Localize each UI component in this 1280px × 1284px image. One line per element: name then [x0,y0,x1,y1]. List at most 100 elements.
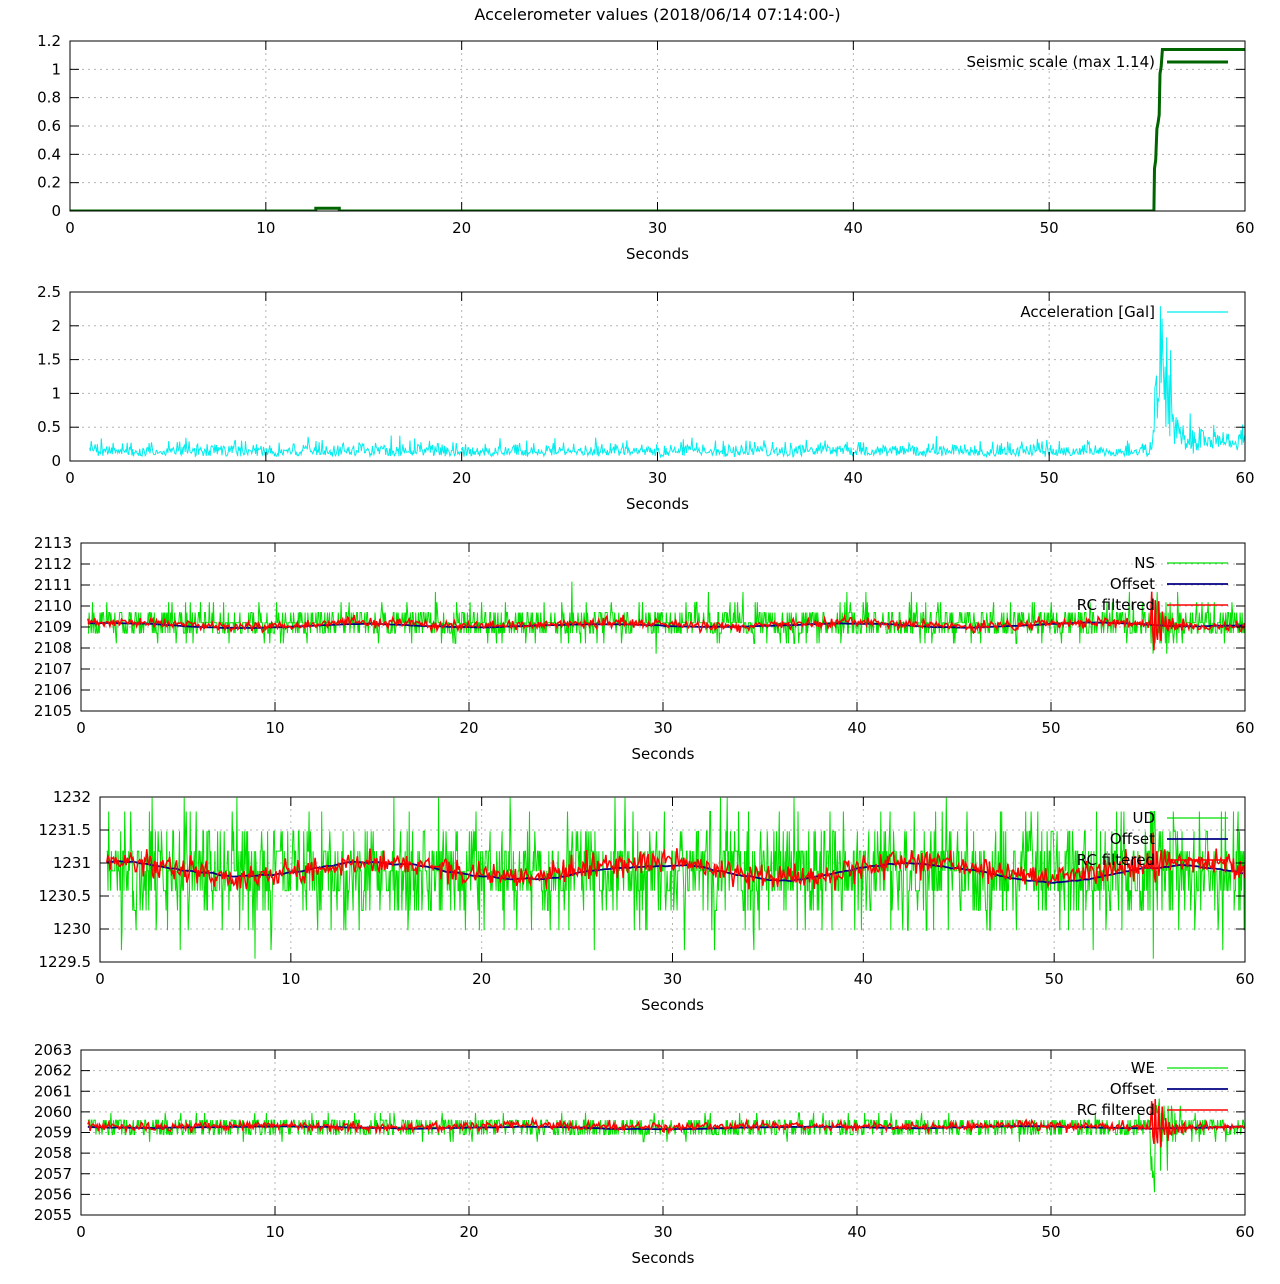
gridlines [70,292,1245,461]
y-tick-label: 2055 [34,1206,72,1224]
y-tick-label: 0.4 [37,145,61,163]
x-tick-label: 0 [76,719,86,737]
y-tick-label: 2106 [34,681,72,699]
x-axis-label: Seconds [626,495,689,513]
series-acceleration-0 [89,306,1245,459]
y-tick-label: 2.5 [37,283,61,301]
x-tick-label: 20 [459,719,478,737]
chart-ud: 0 10 20 30 40 50 60 1229.5 1230 1230.5 1231 1231.5 1… [39,788,1255,1014]
y-tick-label: 1229.5 [39,953,92,971]
y-tick-label: 2056 [34,1185,72,1203]
gridlines [81,543,1245,711]
series-group [105,797,1245,959]
x-tick-label: 10 [265,1223,284,1241]
y-tick-label: 2109 [34,618,72,636]
x-tick-label: 30 [653,1223,672,1241]
x-tick-label: 30 [653,719,672,737]
x-tick-label: 30 [648,469,667,487]
x-tick-label: 0 [76,1223,86,1241]
ticks: 0 10 20 30 40 50 60 1229.5 1230 1230.5 1231 1231.5 1… [39,788,1255,988]
y-tick-label: 2107 [34,660,72,678]
y-tick-label: 2105 [34,702,72,720]
x-tick-label: 60 [1235,719,1254,737]
y-tick-label: 2110 [34,597,72,615]
x-tick-label: 0 [95,970,105,988]
legend-label: Offset [1110,1080,1155,1098]
x-tick-label: 40 [844,219,863,237]
x-tick-label: 50 [1041,1223,1060,1241]
x-tick-label: 30 [648,219,667,237]
y-tick-label: 1.5 [37,351,61,369]
x-tick-label: 50 [1040,219,1059,237]
y-tick-label: 1230 [53,920,91,938]
y-tick-label: 2062 [34,1062,72,1080]
x-tick-label: 60 [1235,469,1254,487]
legend-label: NS [1134,554,1155,572]
y-tick-label: 1231.5 [39,821,92,839]
x-axis-label: Seconds [626,245,689,263]
legend-label: WE [1131,1059,1155,1077]
series-ud-2 [105,832,1245,891]
legend-label: Seismic scale (max 1.14) [967,53,1156,71]
y-tick-label: 1 [51,384,61,402]
x-tick-label: 0 [65,469,75,487]
series-group [87,1098,1245,1193]
y-tick-label: 1231 [53,854,91,872]
series-ns-0 [87,581,1245,654]
legend-seismic-scale: Seismic scale (max 1.14) [967,53,1228,71]
y-tick-label: 2060 [34,1103,72,1121]
y-tick-label: 2112 [34,555,72,573]
x-tick-label: 20 [472,970,491,988]
series-seismic-scale-0 [70,48,1245,211]
ticks: 0 10 20 30 40 50 60 0 0.5 1 1.5 2 2.5 [37,283,1254,487]
x-tick-label: 10 [256,469,275,487]
x-tick-label: 50 [1041,719,1060,737]
y-tick-label: 0.6 [37,117,61,135]
chart-we: 0 10 20 30 40 50 60 2055 2056 2057 2058 2059 2060 206… [34,1041,1255,1267]
series-ns-2 [87,591,1245,651]
y-tick-label: 2 [51,317,61,335]
legend-label: Acceleration [Gal] [1020,303,1155,321]
series-group [70,48,1245,211]
y-tick-label: 2059 [34,1124,72,1142]
x-tick-label: 60 [1235,970,1254,988]
x-tick-label: 40 [844,469,863,487]
y-tick-label: 2058 [34,1144,72,1162]
legend-label: RC filtered [1077,1101,1155,1119]
legend-ud: UD Offset RC filtered [1077,809,1228,869]
ticks: 0 10 20 30 40 50 60 0 0.2 0.4 0.6 0.8 1 1.2 [37,32,1254,237]
series-we-2 [87,1098,1245,1148]
ticks: 0 10 20 30 40 50 60 2105 2106 2107 2108 2109 2110 211… [34,534,1255,737]
ticks: 0 10 20 30 40 50 60 2055 2056 2057 2058 2059 2060 206… [34,1041,1255,1241]
x-tick-label: 40 [847,1223,866,1241]
x-tick-label: 10 [281,970,300,988]
x-tick-label: 0 [65,219,75,237]
legend-we: WE Offset RC filtered [1077,1059,1228,1119]
y-tick-label: 2111 [34,576,72,594]
x-tick-label: 50 [1045,970,1064,988]
x-axis-label: Seconds [631,1249,694,1267]
legend-label: Offset [1110,575,1155,593]
x-tick-label: 40 [854,970,873,988]
legend-label: Offset [1110,830,1155,848]
page-title: Accelerometer values (2018/06/14 07:14:0… [474,5,840,24]
legend-label: UD [1132,809,1155,827]
chart-seismic-scale: 0 10 20 30 40 50 60 0 0.2 0.4 0.6 0.8 1 1.2 Seconds Sei… [37,32,1254,263]
x-tick-label: 40 [847,719,866,737]
y-tick-label: 2061 [34,1082,72,1100]
x-tick-label: 20 [459,1223,478,1241]
y-tick-label: 2108 [34,639,72,657]
y-tick-label: 0.2 [37,174,61,192]
y-tick-label: 1232 [53,788,91,806]
gridlines [70,41,1245,211]
gridlines [81,1050,1245,1215]
legend-ns: NS Offset RC filtered [1077,554,1228,614]
legend-label: RC filtered [1077,596,1155,614]
x-tick-label: 10 [265,719,284,737]
series-ud-0 [106,797,1245,959]
legend-acceleration: Acceleration [Gal] [1020,303,1228,321]
y-tick-label: 1230.5 [39,887,92,905]
y-tick-label: 0 [51,202,61,220]
